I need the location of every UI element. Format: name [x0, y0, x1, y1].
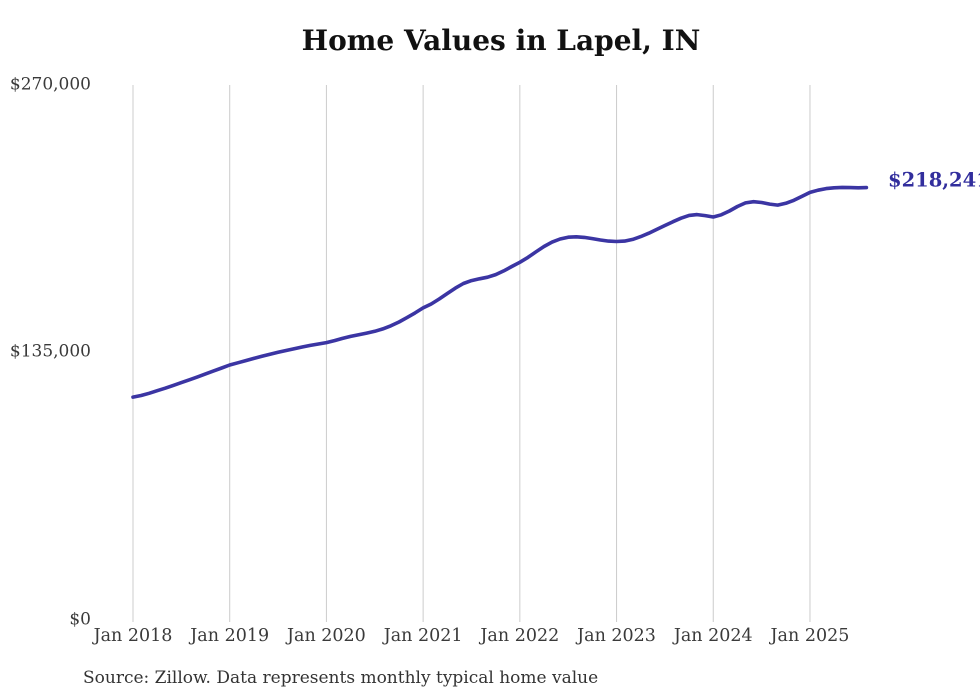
x-tick-label: Jan 2024 — [672, 626, 753, 646]
y-tick-label-middle: $135,000 — [10, 342, 91, 362]
latest-value-label: $218,241 — [888, 169, 980, 192]
year-gridlines — [132, 85, 811, 622]
x-tick-label: Jan 2018 — [92, 626, 173, 646]
chart-title: Home Values in Lapel, IN — [302, 24, 701, 57]
x-tick-label: Jan 2023 — [575, 626, 656, 646]
source-note: Source: Zillow. Data represents monthly … — [83, 668, 598, 688]
x-tick-label: Jan 2020 — [285, 626, 366, 646]
x-tick-label: Jan 2019 — [188, 626, 269, 646]
x-tick-label: Jan 2021 — [382, 626, 463, 646]
home-value-line — [131, 185, 869, 399]
x-axis-tick-labels: Jan 2018 Jan 2019 Jan 2020 Jan 2021 Jan 2022… — [92, 626, 850, 646]
x-tick-label: Jan 2025 — [769, 626, 850, 646]
x-tick-label: Jan 2022 — [478, 626, 559, 646]
y-tick-label-top: $270,000 — [10, 75, 91, 95]
y-tick-label-zero: $0 — [69, 610, 91, 630]
